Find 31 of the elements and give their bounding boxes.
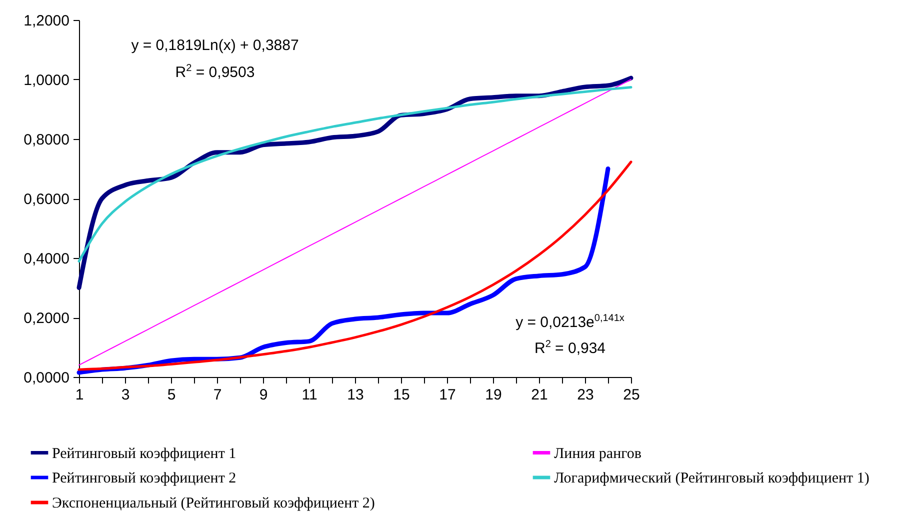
x-tick-label: 5 (167, 386, 176, 404)
annotation: y = 0,1819Ln(x) + 0,3887 (131, 37, 299, 54)
x-tick-label: 3 (121, 386, 130, 404)
x-tick-label: 11 (302, 386, 318, 404)
x-tick-label: 23 (577, 386, 594, 404)
annotation: R$^{2}$ = 0,934 (534, 339, 606, 357)
y-tick-label: 0,0000 (24, 370, 70, 386)
x-tick-label: 13 (347, 386, 364, 404)
y-tick-label: 0,6000 (24, 191, 70, 208)
x-tick-label: 21 (531, 386, 548, 404)
x-tick-label: 25 (623, 386, 640, 404)
annotation: R$^{2}$ = 0,9503 (175, 63, 255, 81)
legend-label: Рейтинговый коэффициент 2 (52, 470, 236, 486)
line-series (78, 86, 632, 263)
y-tick-label: 0,4000 (24, 250, 70, 268)
x-tick-label: 9 (259, 386, 268, 404)
x-tick-label: 19 (485, 386, 502, 404)
annotation: y = 0,0213e$^{0,141x}$ (516, 313, 624, 331)
y-tick-label: 1,0000 (24, 72, 70, 89)
y-tick-label: 0,2000 (24, 310, 70, 327)
legend-label: Экспоненциальный (Рейтинговый коэффициент 2) (52, 496, 375, 512)
y-tick-label: 1,2000 (24, 12, 70, 30)
legend-label: Логарифмический (Рейтинговый коэффициент 1) (554, 470, 870, 486)
x-tick-label: 7 (213, 386, 222, 404)
x-tick-label: 15 (393, 386, 410, 404)
y-tick-label: 0,8000 (24, 132, 70, 148)
x-tick-label: 1 (75, 386, 84, 404)
x-tick-label: 17 (439, 386, 456, 404)
legend-label: Линия рангов (554, 446, 642, 462)
legend-label: Рейтинговый коэффициент 1 (52, 446, 236, 462)
line-series (78, 79, 632, 366)
